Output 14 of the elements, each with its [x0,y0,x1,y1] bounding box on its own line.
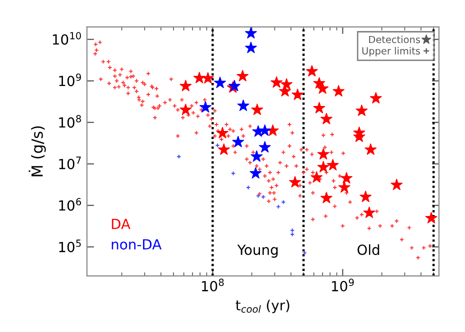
y-tick-label: 10$^{7}$ [59,156,81,170]
y-tick-label: 10$^{10}$ [52,32,81,45]
annotation: Old [358,244,380,256]
annotation: Young [237,244,278,258]
annotation: Detections [369,36,420,44]
text: non-DA [112,239,162,250]
x-axis-title: t$_{cool}$ (yr) [236,300,290,314]
text: DA [112,218,130,230]
y-tick-label: 10$^{6}$ [59,198,82,211]
annotation: Upper limits [362,46,420,56]
y-tick-label: 10$^{5}$ [59,240,81,252]
y-axis-title: Ṁ (g/s) [28,126,46,176]
y-tick-label: 10$^{9}$ [59,74,81,86]
y-tick-label: 10$^{8}$ [59,115,81,128]
